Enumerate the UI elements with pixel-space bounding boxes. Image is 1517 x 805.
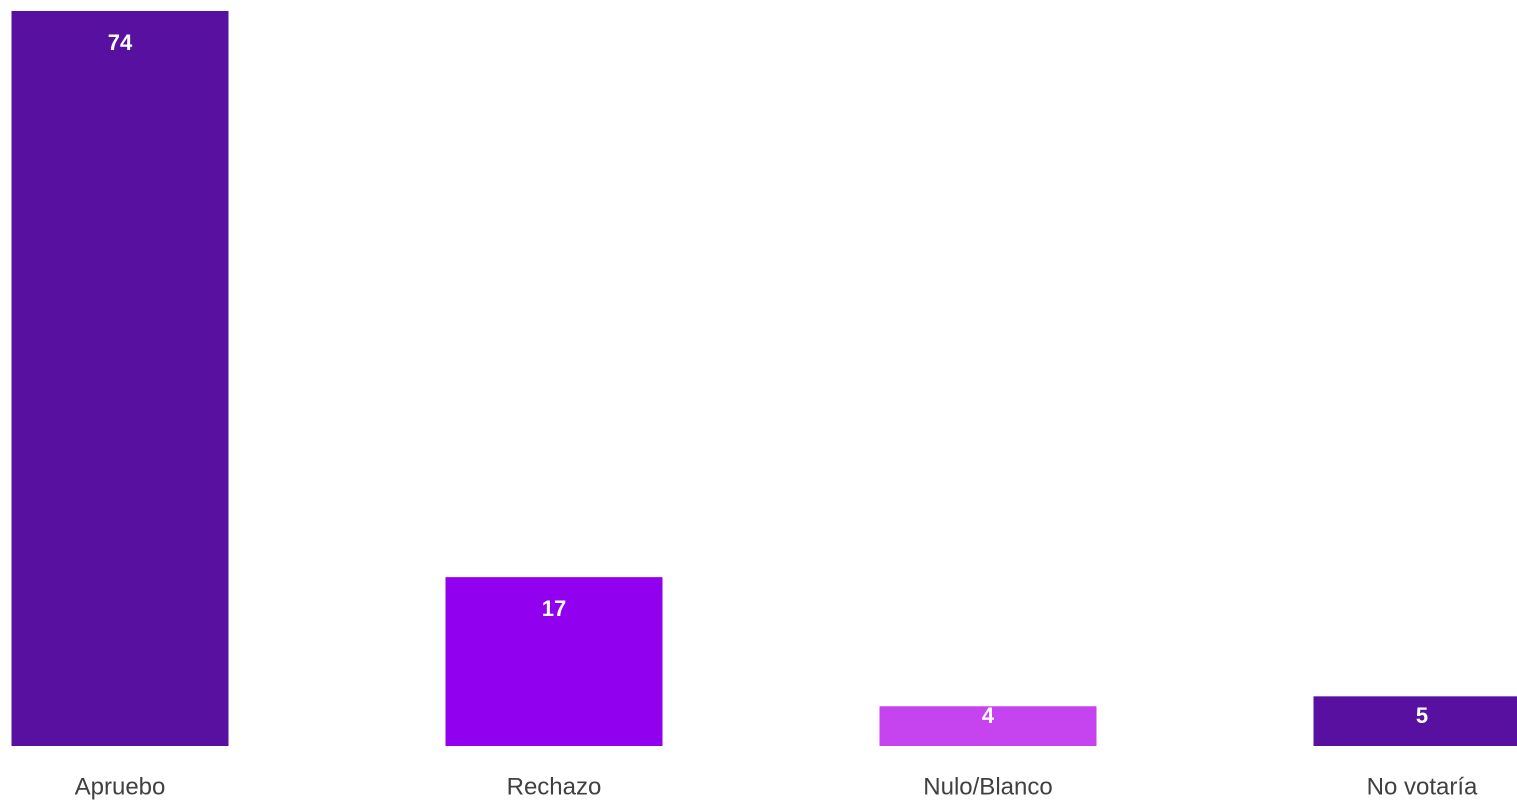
bar: [879, 706, 1097, 746]
value-label: 74: [108, 30, 133, 55]
value-label: 5: [1416, 703, 1428, 728]
value-label: 4: [982, 703, 995, 728]
x-tick-label: Apruebo: [75, 773, 166, 800]
x-tick-label: No votaría: [1367, 773, 1478, 800]
value-label: 17: [542, 596, 566, 621]
bar: [1313, 696, 1517, 746]
bar: [11, 11, 229, 746]
x-tick-label: Rechazo: [507, 773, 602, 800]
bar: [445, 577, 663, 746]
x-tick-label: Nulo/Blanco: [923, 773, 1052, 800]
